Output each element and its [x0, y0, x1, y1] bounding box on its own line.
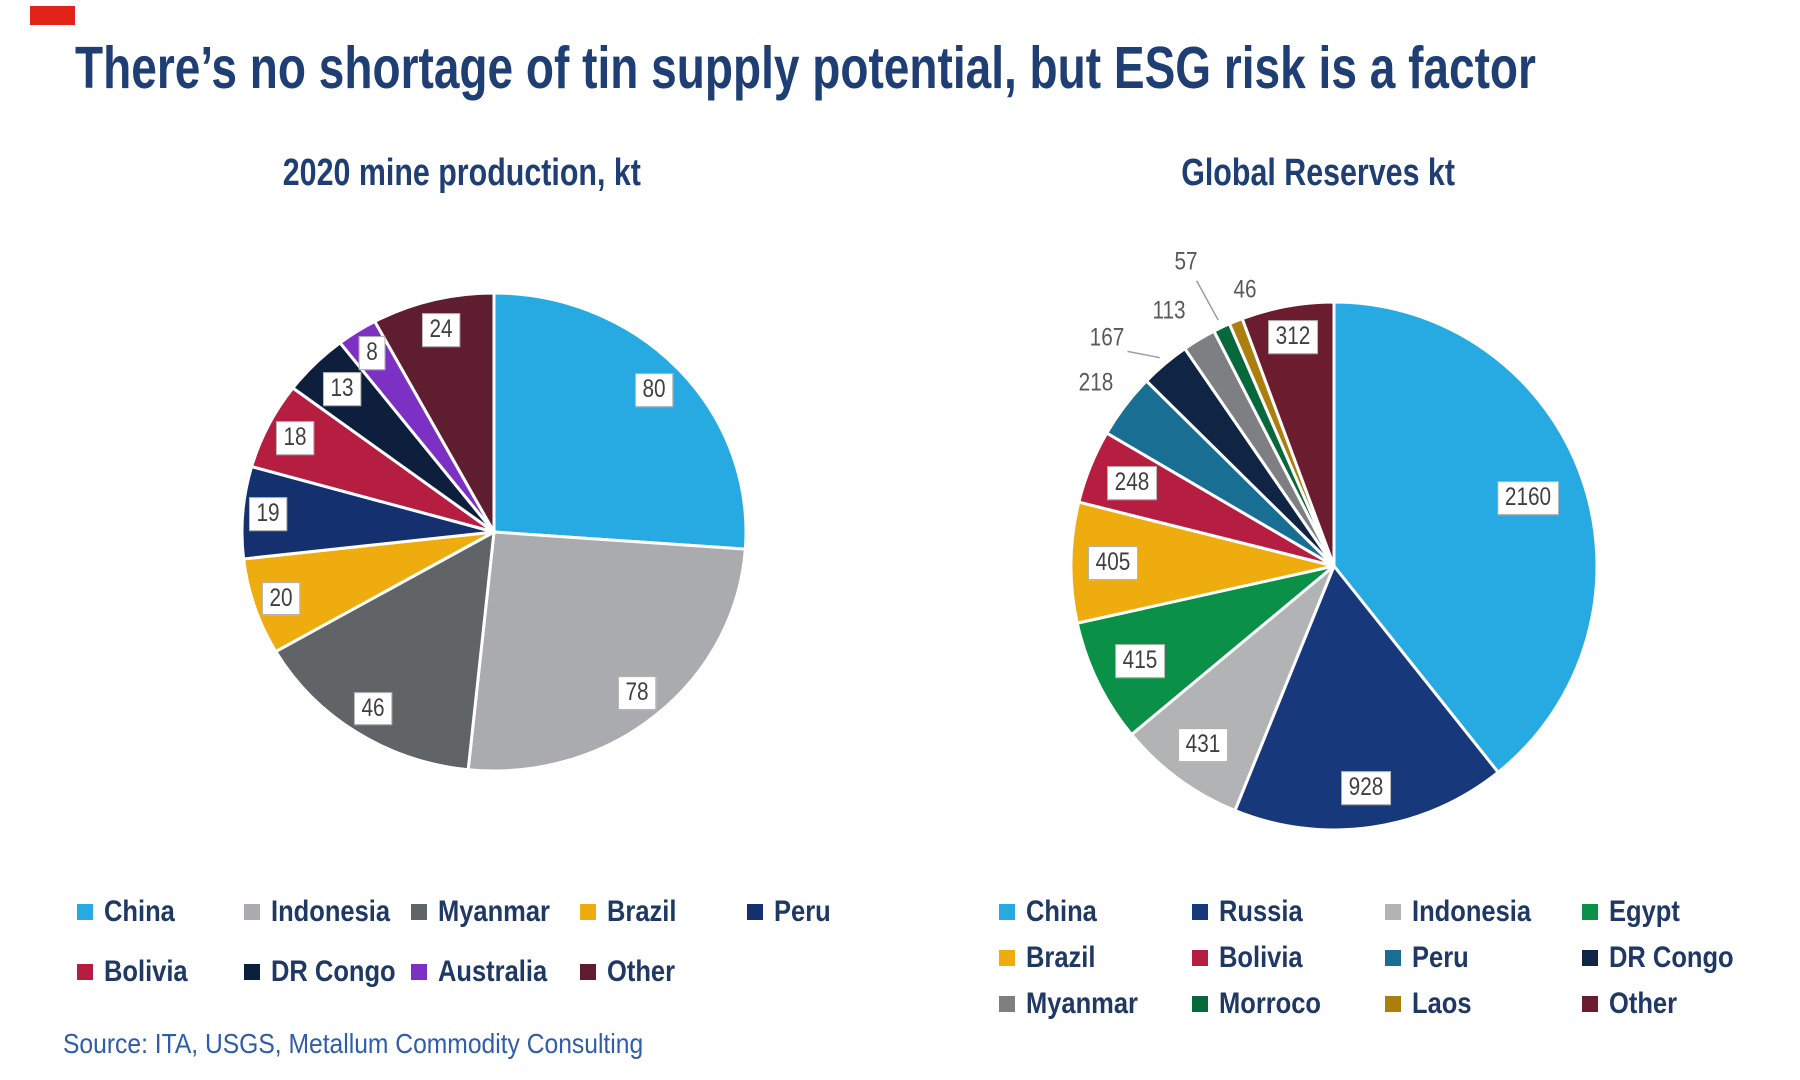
pie-slice-myanmar [274, 530, 496, 772]
pie-slice-indonesia [466, 530, 747, 773]
left-chart-title: 2020 mine production, kt [282, 152, 642, 194]
pie-slice-other [1240, 300, 1336, 568]
pie-slice-china [492, 291, 748, 551]
page-title: There’s no shortage of tin supply potent… [75, 35, 1536, 101]
source-note: Source: ITA, USGS, Metallum Commodity Co… [63, 1028, 644, 1059]
pie-slice-egypt [1075, 564, 1336, 737]
brand-accent-mark [30, 6, 75, 25]
pie-slice-china [1332, 300, 1599, 774]
pie-slice-other [373, 291, 496, 534]
pie-slice-russia [1233, 564, 1500, 832]
label-leader-line [1195, 280, 1219, 321]
label-leader-line [1127, 350, 1161, 359]
right-chart-title: Global Reserves kt [1181, 152, 1455, 194]
pie-slice-brazil [1069, 500, 1336, 625]
